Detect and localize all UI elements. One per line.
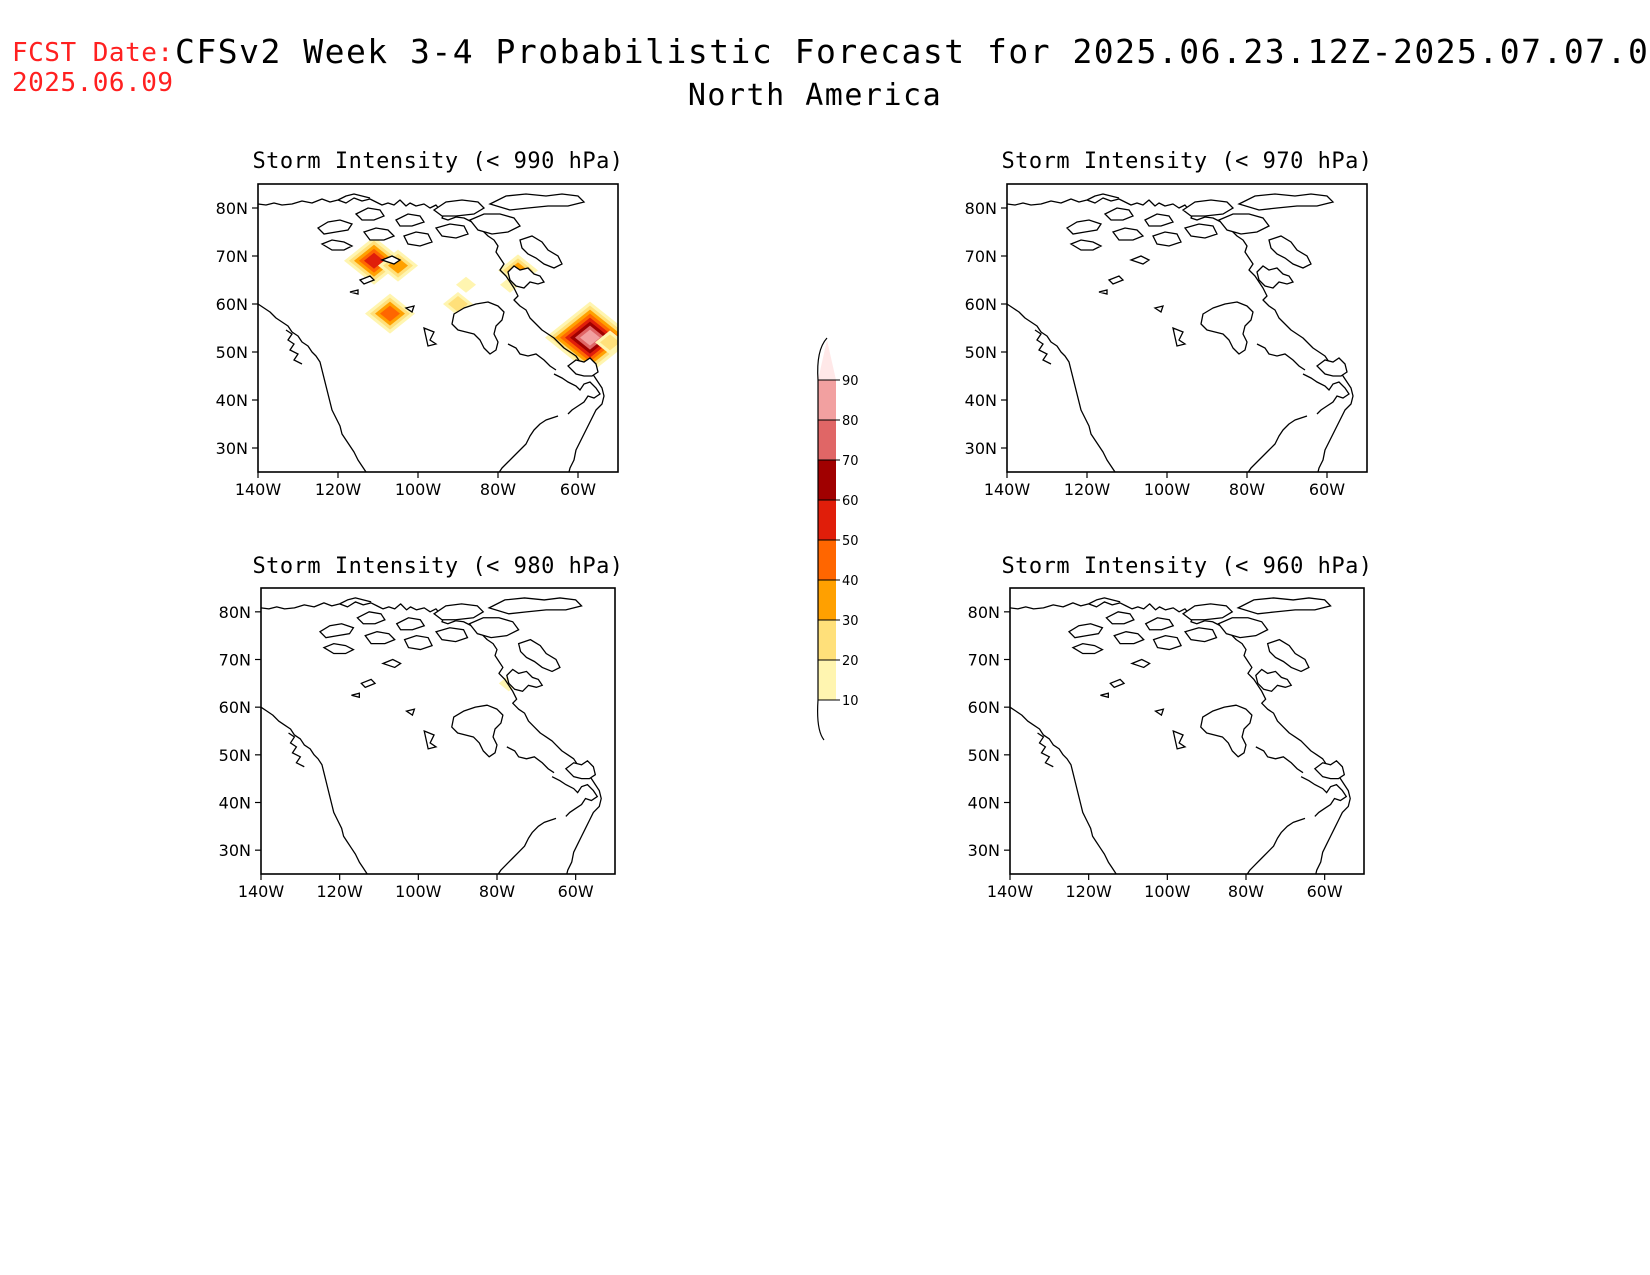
lat-tick-label: 70N (219, 651, 251, 670)
map-panel-990: Storm Intensity (< 990 hPa) 80N 70N 60N 50N 4… (216, 149, 623, 499)
lat-tick-label: 40N (219, 794, 251, 813)
lat-tick-label: 50N (216, 343, 248, 362)
colorbar-swatch (818, 380, 836, 420)
lon-tick-label: 100W (1144, 480, 1191, 499)
lat-tick-label: 60N (965, 295, 997, 314)
probability-cell (456, 276, 476, 293)
map-frame (257, 183, 619, 473)
lat-tick-label: 80N (965, 199, 997, 218)
panel-title: Storm Intensity (< 970 hPa) (1001, 149, 1372, 174)
map-frame (1006, 183, 1368, 473)
lat-tick-label: 50N (965, 343, 997, 362)
colorbar-label: 90 (842, 374, 859, 389)
lon-tick-label: 100W (1144, 882, 1191, 901)
lat-tick-label: 30N (216, 439, 248, 458)
map-frame (260, 587, 616, 875)
colorbar-swatch (818, 660, 836, 700)
coastline (1010, 597, 1351, 874)
lat-tick-label: 50N (219, 746, 251, 765)
lat-tick-label: 40N (968, 794, 1000, 813)
lat-tick-label: 60N (216, 295, 248, 314)
lon-tick-label: 80W (1228, 882, 1264, 901)
lon-tick-label: 60W (1307, 882, 1343, 901)
colorbar-swatch (818, 500, 836, 540)
coastline (261, 597, 602, 874)
region-label: North America (687, 78, 943, 113)
colorbar-label: 60 (842, 494, 859, 509)
colorbar-label: 80 (842, 414, 859, 429)
colorbar-outline (817, 337, 828, 381)
lon-tick-label: 120W (1065, 882, 1112, 901)
lon-tick-label: 80W (1229, 480, 1265, 499)
lon-tick-label: 140W (987, 882, 1034, 901)
forecast-date-label: FCST Date: (12, 38, 174, 68)
lat-tick-label: 70N (965, 247, 997, 266)
lat-tick-label: 30N (965, 439, 997, 458)
lon-tick-label: 120W (315, 480, 362, 499)
lon-tick-label: 60W (560, 480, 596, 499)
lon-tick-label: 100W (395, 480, 442, 499)
colorbar-legend: 10 20 30 40 50 60 70 80 90 (817, 337, 859, 741)
probability-cell (380, 305, 400, 322)
probability-cell (600, 334, 618, 351)
map-panel-960: Storm Intensity (< 960 hPa) 80N 70N 60N 50N 4… (968, 554, 1372, 901)
lat-tick-label: 80N (216, 199, 248, 218)
colorbar-label: 20 (842, 654, 859, 669)
lat-tick-label: 70N (216, 247, 248, 266)
colorbar-label: 30 (842, 614, 859, 629)
colorbar-swatch (818, 420, 836, 460)
lat-tick-label: 70N (968, 651, 1000, 670)
colorbar-top-arrow (818, 340, 836, 380)
lat-tick-label: 80N (968, 603, 1000, 622)
lon-tick-label: 80W (479, 882, 515, 901)
colorbar-label: 50 (842, 534, 859, 549)
lat-tick-label: 30N (968, 841, 1000, 860)
lat-tick-label: 50N (968, 746, 1000, 765)
lon-tick-label: 120W (316, 882, 363, 901)
lat-tick-label: 60N (219, 698, 251, 717)
colorbar-outline (817, 380, 825, 741)
panel-title: Storm Intensity (< 960 hPa) (1001, 554, 1372, 579)
map-panel-970: Storm Intensity (< 970 hPa) 80N 70N 60N 50N 4… (965, 149, 1372, 499)
colorbar-swatch (818, 620, 836, 660)
lon-tick-label: 140W (235, 480, 282, 499)
colorbar-label: 40 (842, 574, 859, 589)
lon-tick-label: 140W (238, 882, 285, 901)
lon-tick-label: 80W (480, 480, 516, 499)
lon-tick-label: 60W (558, 882, 594, 901)
colorbar-label: 10 (842, 694, 859, 709)
map-panel-980: Storm Intensity (< 980 hPa) 80N 70N 60N 50N 4… (219, 554, 623, 901)
map-frame (1009, 587, 1365, 875)
probability-cell (580, 329, 600, 346)
coastline (1007, 193, 1354, 472)
probability-cell (364, 252, 384, 269)
colorbar-swatch (818, 460, 836, 500)
lat-tick-label: 60N (968, 698, 1000, 717)
lat-tick-label: 40N (216, 391, 248, 410)
lon-tick-label: 60W (1309, 480, 1345, 499)
main-title: CFSv2 Week 3-4 Probabilistic Forecast fo… (175, 32, 1650, 71)
colorbar-label: 70 (842, 454, 859, 469)
forecast-date-value: 2025.06.09 (12, 68, 174, 98)
lat-tick-label: 80N (219, 603, 251, 622)
panel-title: Storm Intensity (< 990 hPa) (252, 149, 623, 174)
lon-tick-label: 100W (395, 882, 442, 901)
panel-title: Storm Intensity (< 980 hPa) (252, 554, 623, 579)
lon-tick-label: 140W (984, 480, 1031, 499)
colorbar-swatch (818, 540, 836, 580)
lat-tick-label: 40N (965, 391, 997, 410)
colorbar-swatch (818, 580, 836, 620)
lon-tick-label: 120W (1064, 480, 1111, 499)
region-title: North America (0, 78, 1650, 113)
coastline (258, 193, 605, 472)
lat-tick-label: 30N (219, 841, 251, 860)
